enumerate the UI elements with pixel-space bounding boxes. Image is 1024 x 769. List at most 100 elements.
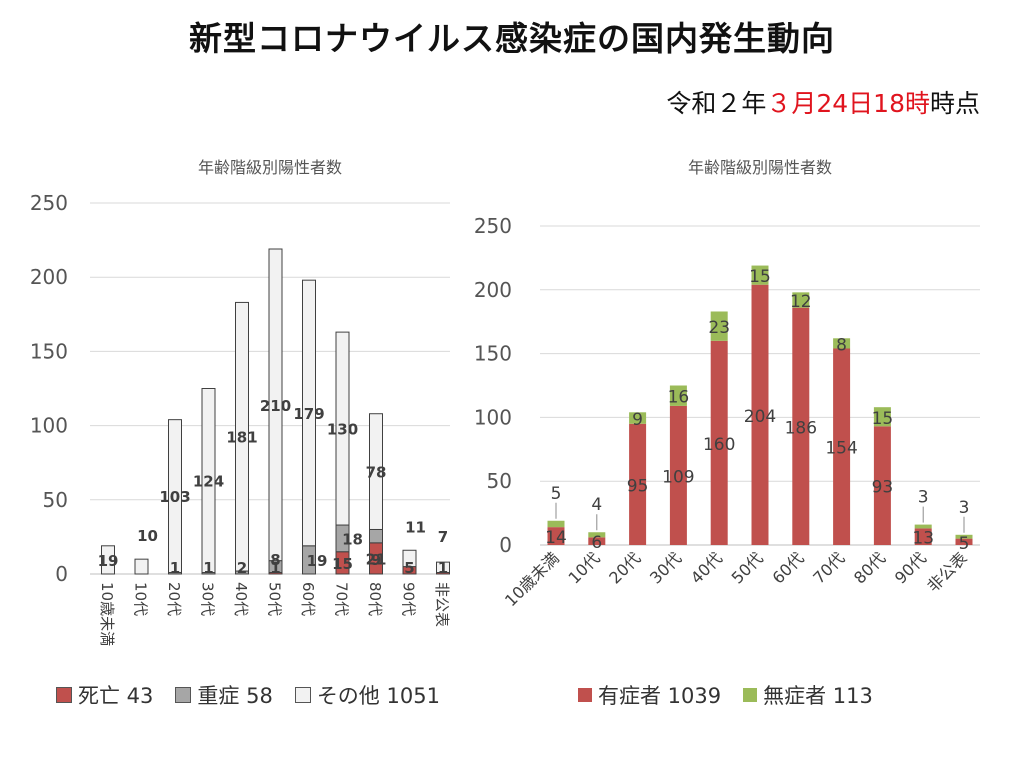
right-x-tick-label: 10代 — [564, 548, 603, 587]
right-data-label: 23 — [708, 318, 730, 338]
left-data-label: 9 — [371, 551, 381, 569]
legend-swatch — [175, 687, 192, 703]
right-bar-segment — [914, 524, 932, 529]
as-of-prefix: 令和２年 — [666, 89, 767, 118]
left-data-label: 210 — [260, 397, 291, 415]
left-data-label: 5 — [404, 559, 414, 577]
as-of-suffix: 時点 — [929, 89, 980, 118]
legend-swatch — [743, 688, 758, 702]
right-x-tick-label: 70代 — [809, 548, 848, 587]
left-data-label: 130 — [327, 421, 358, 439]
left-data-label: 1 — [438, 559, 448, 577]
left-data-label: 1 — [270, 559, 280, 577]
left-data-label: 179 — [293, 405, 324, 423]
left-x-tick-label: 10歳未満 — [98, 582, 116, 646]
right-bar-segment — [792, 292, 810, 308]
right-data-label: 3 — [959, 498, 970, 518]
right-data-label: 95 — [627, 476, 649, 496]
left-data-label: 10 — [137, 527, 158, 545]
left-y-tick-label: 0 — [55, 562, 68, 586]
left-bar-segment — [335, 331, 350, 526]
legend-item: 重症 58 — [175, 680, 273, 710]
right-data-label: 16 — [668, 388, 690, 408]
as-of-hour: 18時 — [873, 89, 930, 118]
left-bar-segment — [402, 549, 417, 568]
left-y-tick-label: 150 — [30, 339, 68, 363]
legend-label: 無症者 113 — [763, 684, 873, 708]
left-x-tick-label: 40代 — [232, 582, 250, 616]
right-y-tick-label: 150 — [474, 342, 512, 366]
right-data-label: 6 — [591, 533, 602, 553]
right-data-label: 109 — [662, 467, 694, 487]
right-bar-segment — [833, 348, 851, 545]
right-bar-segment — [914, 528, 932, 545]
right-data-label: 15 — [872, 409, 894, 429]
legend-swatch — [56, 687, 72, 703]
as-of-day: 24日 — [816, 89, 874, 118]
left-y-tick-label: 250 — [30, 191, 68, 215]
right-data-label: 93 — [872, 478, 894, 498]
legend-item: 死亡 43 — [56, 680, 153, 710]
right-data-label: 12 — [790, 292, 812, 312]
left-x-tick-label: 20代 — [165, 582, 183, 616]
right-bar-segment — [588, 537, 606, 545]
right-bar-segment — [710, 340, 728, 545]
legend-item: 無症者 113 — [743, 680, 873, 710]
right-bar-segment — [710, 311, 728, 341]
right-data-label: 3 — [918, 488, 929, 508]
left-data-label: 19 — [98, 552, 119, 570]
right-data-label: 15 — [749, 267, 771, 287]
left-data-label: 78 — [366, 464, 387, 482]
left-bar-segment — [369, 413, 383, 530]
legend-item: 有症者 1039 — [578, 680, 721, 710]
right-bar-segment — [751, 265, 769, 285]
right-x-tick-label: 50代 — [728, 548, 767, 587]
right-bar-segment — [629, 423, 647, 545]
left-y-tick-label: 100 — [30, 414, 68, 438]
left-x-tick-label: 50代 — [266, 582, 284, 616]
left-x-tick-label: 非公表 — [433, 582, 451, 627]
right-data-label: 154 — [825, 439, 857, 459]
left-data-label: 21 — [366, 550, 387, 568]
left-y-tick-label: 200 — [30, 265, 68, 289]
right-bar-segment — [669, 405, 687, 545]
left-bar-segment — [235, 301, 249, 572]
left-data-label: 8 — [270, 551, 280, 569]
legend-label: 死亡 43 — [78, 684, 154, 708]
left-bar-segment — [436, 561, 450, 574]
right-data-label: 160 — [703, 435, 735, 455]
right-bar-segment — [547, 527, 565, 545]
legend-label: 有症者 1039 — [598, 684, 722, 708]
right-y-tick-label: 0 — [499, 533, 512, 557]
right-data-label: 14 — [545, 528, 567, 548]
right-bar-segment — [833, 338, 851, 349]
right-data-label: 204 — [744, 407, 776, 427]
legend-swatch — [294, 687, 311, 703]
left-bar-segment — [201, 388, 216, 574]
right-bar-segment — [588, 532, 606, 538]
right-x-tick-label: 20代 — [605, 548, 644, 587]
right-x-tick-label: 30代 — [646, 548, 685, 587]
legend-item: その他 1051 — [294, 680, 440, 710]
right-x-tick-label: 60代 — [768, 548, 807, 587]
right-y-tick-label: 250 — [474, 214, 512, 238]
right-data-label: 9 — [632, 410, 643, 430]
right-bar-segment — [873, 407, 891, 427]
left-bar-segment — [101, 545, 115, 575]
left-data-label: 11 — [405, 518, 426, 536]
right-x-tick-label: 非公表 — [923, 548, 970, 595]
left-bar-segment — [134, 558, 149, 575]
left-data-label: 103 — [159, 488, 190, 506]
right-bar-segment — [751, 284, 769, 545]
right-bar-segment — [669, 385, 687, 406]
left-data-label: 1 — [170, 559, 180, 577]
left-x-tick-label: 60代 — [299, 582, 317, 616]
legend-label: 重症 58 — [197, 684, 273, 708]
right-x-tick-label: 10歳未満 — [501, 548, 563, 610]
left-chart-legend: 死亡 43 重症 58 その他 1051 — [56, 680, 440, 710]
left-data-label: 2 — [237, 559, 247, 577]
right-data-label: 13 — [912, 529, 934, 549]
right-bar-segment — [873, 426, 891, 545]
left-chart-title: 年齢階級別陽性者数 — [198, 158, 342, 177]
